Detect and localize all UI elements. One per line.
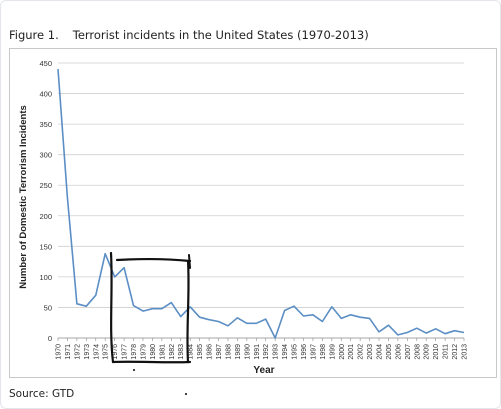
series-lines: [57, 69, 465, 339]
x-tick-label: 1974: [93, 344, 100, 360]
x-tick-label: 1990: [244, 344, 251, 360]
x-tick-label: 1984: [188, 344, 195, 360]
y-tick-label: 0: [48, 334, 52, 343]
hand-drawn-annotation: [109, 251, 192, 364]
x-tick-label: 1975: [103, 344, 110, 360]
x-tick-label: 1980: [150, 344, 157, 360]
x-tick-label: 1998: [320, 344, 327, 360]
y-tick-label: 450: [39, 59, 52, 68]
x-tick-label: 2013: [462, 344, 469, 360]
grid-lines: [57, 62, 465, 341]
x-tick-label: 1991: [254, 344, 261, 360]
source-note: Source: GTD: [9, 388, 75, 400]
x-tick-label: 1978: [131, 344, 138, 360]
x-tick-label: 1981: [159, 344, 166, 360]
x-tick-label: 1999: [329, 344, 336, 360]
series-line: [57, 69, 465, 339]
x-tick-label: 2007: [405, 344, 412, 360]
y-tick-label: 100: [39, 273, 52, 282]
x-tick-label: 1994: [282, 344, 289, 360]
line-chart: 0 50 100 150 200 250 300 350 400 450 1970 1971 1972…: [18, 59, 469, 376]
stray-mark: [185, 393, 187, 395]
x-axis-label: Year: [253, 365, 274, 376]
annotation-top-tick: [188, 254, 191, 269]
figure-number: Figure 1.: [9, 28, 59, 42]
x-tick-label: 1983: [178, 344, 185, 360]
x-tick-label: 1993: [273, 344, 280, 360]
x-tick-label: 1985: [197, 344, 204, 360]
annotation-top-stroke: [115, 257, 192, 263]
x-tick-label: 1988: [225, 344, 232, 360]
x-tick-label: 2008: [414, 344, 421, 360]
x-tick-label: 2002: [358, 344, 365, 360]
x-tick-label: 1996: [301, 344, 308, 360]
y-axis-label: Number of Domestic Terrorism Incidents: [18, 105, 29, 289]
x-tick-label: 2011: [443, 344, 450, 359]
x-tick-label: 1977: [122, 344, 129, 360]
x-tick-label: 2005: [386, 344, 393, 360]
x-tick-label: 2001: [348, 344, 355, 360]
x-tick-label: 2009: [424, 344, 431, 360]
annotation-bottom-stroke: [111, 360, 192, 364]
x-tick-label: 2012: [452, 344, 459, 360]
x-tick-label: 2000: [339, 344, 346, 360]
y-tick-label: 50: [44, 303, 52, 312]
x-tick-labels: 1970 1971 1972 1973 1974 1975 1976 1977 1978 1979…: [56, 344, 469, 360]
chart-frame: 0 50 100 150 200 250 300 350 400 450 1970 1971 1972…: [9, 48, 497, 378]
x-tick-label: 1995: [292, 344, 299, 360]
x-tick-label: 2003: [367, 344, 374, 360]
y-tick-label: 400: [39, 90, 52, 99]
y-tick-label: 200: [39, 212, 52, 221]
x-tick-label: 2006: [395, 344, 402, 360]
x-tick-label: 1992: [263, 344, 270, 360]
x-tick-label: 1997: [310, 344, 317, 360]
y-tick-labels: 0 50 100 150 200 250 300 350 400 450: [39, 59, 52, 343]
x-tick-label: 1970: [56, 344, 63, 360]
x-tick-label: 1972: [74, 344, 81, 360]
x-tick-label: 2004: [377, 344, 384, 360]
figure-caption: Figure 1. Terrorist incidents in the Unit…: [9, 28, 369, 42]
x-tick-label: 1976: [112, 344, 119, 360]
x-tick-label: 1979: [140, 344, 147, 360]
y-tick-label: 150: [39, 242, 52, 251]
y-tick-label: 250: [39, 181, 52, 190]
annotation-right-stroke: [186, 259, 190, 364]
x-tick-label: 1987: [216, 344, 223, 360]
x-tick-label: 1971: [65, 344, 72, 360]
y-tick-label: 350: [39, 120, 52, 129]
annotation-left-stroke: [109, 251, 115, 364]
x-tick-label: 1973: [84, 344, 91, 360]
x-tick-label: 1989: [235, 344, 242, 360]
x-tick-label: 1982: [169, 344, 176, 360]
figure-title: Terrorist incidents in the United States…: [72, 28, 369, 42]
x-tick-label: 2010: [433, 344, 440, 360]
y-tick-label: 300: [39, 151, 52, 160]
stray-mark: [133, 369, 135, 371]
x-tick-label: 1986: [207, 344, 214, 360]
